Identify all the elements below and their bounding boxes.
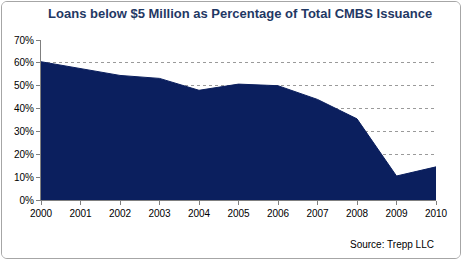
svg-text:40%: 40% [14, 103, 34, 114]
svg-text:2009: 2009 [385, 208, 408, 219]
svg-text:2004: 2004 [188, 208, 211, 219]
svg-text:2005: 2005 [227, 208, 250, 219]
svg-text:10%: 10% [14, 172, 34, 183]
svg-text:20%: 20% [14, 149, 34, 160]
svg-text:30%: 30% [14, 126, 34, 137]
svg-text:50%: 50% [14, 80, 34, 91]
svg-text:2001: 2001 [69, 208, 92, 219]
svg-text:2010: 2010 [425, 208, 448, 219]
svg-text:Loans below $5 Million as Perc: Loans below $5 Million as Percentage of … [48, 6, 432, 21]
svg-text:60%: 60% [14, 57, 34, 68]
svg-text:2008: 2008 [346, 208, 369, 219]
svg-text:70%: 70% [14, 35, 34, 46]
svg-text:2006: 2006 [267, 208, 290, 219]
svg-text:2007: 2007 [306, 208, 329, 219]
svg-text:Source: Trepp LLC: Source: Trepp LLC [350, 239, 434, 250]
svg-text:0%: 0% [20, 195, 35, 206]
svg-text:2000: 2000 [30, 208, 53, 219]
svg-text:2003: 2003 [148, 208, 171, 219]
svg-text:2002: 2002 [109, 208, 132, 219]
